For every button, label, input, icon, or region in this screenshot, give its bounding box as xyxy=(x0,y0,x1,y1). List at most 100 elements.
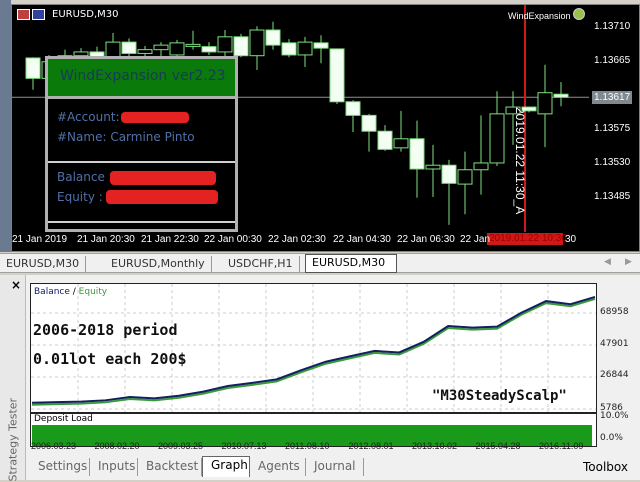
bear-candle xyxy=(25,57,41,79)
bear-candle xyxy=(361,114,377,132)
bear-candle xyxy=(409,138,425,170)
date-tick: 2012.08.01 xyxy=(348,441,394,451)
time-tick: 21 Jan 20:30 xyxy=(77,234,135,245)
bull-candle xyxy=(73,51,89,57)
bear-candle xyxy=(329,48,345,103)
y-tick: 26844 xyxy=(600,370,629,380)
y-tick: 47901 xyxy=(600,339,629,349)
y-tick: 5786 xyxy=(600,403,623,413)
bull-candle xyxy=(473,162,489,171)
bear-candle xyxy=(121,41,137,54)
deposit-load-bars xyxy=(32,425,592,446)
balance-line xyxy=(31,296,596,404)
overlay-period: 2006-2018 period xyxy=(33,321,178,339)
date-tick: 2011.08.10 xyxy=(285,441,330,451)
price-tick: 1.13530 xyxy=(594,156,631,168)
window-edge xyxy=(0,0,11,252)
balance-label: Balance : xyxy=(57,170,113,184)
tab-journal[interactable]: Journal xyxy=(306,458,364,476)
date-tick: 2010.07.13 xyxy=(221,441,267,451)
expert-advisor-icon xyxy=(573,8,585,20)
bull-candle xyxy=(425,164,441,170)
time-tick: 22 Jan 04:30 xyxy=(333,234,391,245)
close-icon[interactable]: × xyxy=(11,278,22,292)
tab-agents[interactable]: Agents xyxy=(250,458,306,476)
date-tick: 2013.10.02 xyxy=(412,441,458,451)
bull-candle xyxy=(249,29,265,57)
bear-candle xyxy=(553,93,569,98)
tab-eurusd-m30-active[interactable]: EURUSD,M30 xyxy=(305,254,397,273)
chart-properties-icon[interactable] xyxy=(32,9,45,20)
deposit-load-graph xyxy=(30,413,597,447)
tab-eurusd-monthly[interactable]: EURUSD,Monthly xyxy=(105,256,212,272)
redacted-equity xyxy=(106,190,218,204)
equity-line xyxy=(31,298,596,406)
bull-candle xyxy=(505,106,521,115)
bull-candle xyxy=(457,169,473,185)
chart-tabs: EURUSD,M30 EURUSD,Monthly USDCHF,H1 EURU… xyxy=(0,253,640,273)
deposit-tick: 10.0% xyxy=(600,411,629,421)
time-tick: 22 Jan 00:30 xyxy=(204,234,262,245)
bear-candle xyxy=(265,29,281,46)
info-panel: WindExpansion ver2.23 #Account: #Name: C… xyxy=(45,56,238,232)
bull-candle xyxy=(297,41,313,56)
strategy-tester-label: Strategy Tester xyxy=(6,397,20,482)
tab-settings[interactable]: Settings xyxy=(30,458,90,476)
redacted-account xyxy=(121,112,189,123)
time-tick: 21 Jan 2019 xyxy=(12,234,68,245)
price-tick: 1.13485 xyxy=(594,190,631,202)
balance-equity-graph xyxy=(30,283,597,413)
bear-candle xyxy=(313,42,329,49)
cursor-time-box xyxy=(487,233,563,245)
price-tick: 1.13665 xyxy=(594,54,631,66)
bear-candle xyxy=(377,130,393,150)
indicator-label: WindExpansion xyxy=(508,11,571,21)
info-panel-title: WindExpansion ver2.23 xyxy=(48,59,235,99)
bull-candle xyxy=(489,113,505,164)
name-label: #Name: Carmine Pinto xyxy=(57,130,195,144)
deposit-tick: 0.0% xyxy=(600,433,623,443)
overlay-lot: 0.01lot each 200$ xyxy=(33,350,187,368)
chart-menu-icon[interactable] xyxy=(17,9,30,20)
date-tick: 2009.03.25 xyxy=(158,441,204,451)
bear-candle xyxy=(521,106,537,112)
bull-candle xyxy=(393,138,409,149)
toolbox-label[interactable]: Toolbox xyxy=(583,460,628,474)
scroll-left-icon[interactable]: ◀ xyxy=(604,257,611,267)
current-price-label: 1.13617 xyxy=(594,92,631,103)
scroll-right-icon[interactable]: ▶ xyxy=(625,257,632,267)
price-tick: 1.13575 xyxy=(594,122,631,134)
deposit-load-label: Deposit Load xyxy=(34,414,93,424)
date-tick: 2015.04.28 xyxy=(475,441,521,451)
legend-separator: / xyxy=(69,287,79,297)
bear-candle xyxy=(201,46,217,53)
bull-candle xyxy=(537,92,553,115)
tab-inputs[interactable]: Inputs xyxy=(90,458,138,476)
tab-graph[interactable]: Graph xyxy=(202,456,250,477)
equity-label: Equity : xyxy=(57,190,103,204)
bull-candle xyxy=(169,42,185,56)
y-tick: 68958 xyxy=(600,307,629,317)
time-tick: 22 Jan xyxy=(460,234,491,245)
graph-legend: Balance / Equity xyxy=(34,287,107,297)
time-tick: 22 Jan 06:30 xyxy=(397,234,455,245)
divider xyxy=(48,161,235,163)
vertical-line-label: 2019.01.22 11:30_A xyxy=(513,107,527,215)
time-tick: 22 Jan 02:30 xyxy=(268,234,326,245)
legend-balance: Balance xyxy=(34,287,70,297)
account-label: #Account: xyxy=(57,110,120,124)
overlay-ea-name: "M30SteadyScalp" xyxy=(432,388,567,404)
tab-eurusd-m30[interactable]: EURUSD,M30 xyxy=(0,256,87,272)
divider xyxy=(48,221,235,223)
bear-candle xyxy=(233,36,249,57)
bear-candle xyxy=(345,101,361,116)
bull-candle xyxy=(153,44,169,51)
price-tick: 1.13710 xyxy=(594,21,631,32)
date-tick: 2006.03.23 xyxy=(31,441,77,451)
current-price-box xyxy=(592,91,632,104)
legend-equity: Equity xyxy=(78,287,108,297)
tab-backtest[interactable]: Backtest xyxy=(138,458,202,476)
bear-candle xyxy=(441,164,457,184)
bull-candle xyxy=(217,36,233,53)
tab-usdchf-h1[interactable]: USDCHF,H1 xyxy=(222,256,300,272)
